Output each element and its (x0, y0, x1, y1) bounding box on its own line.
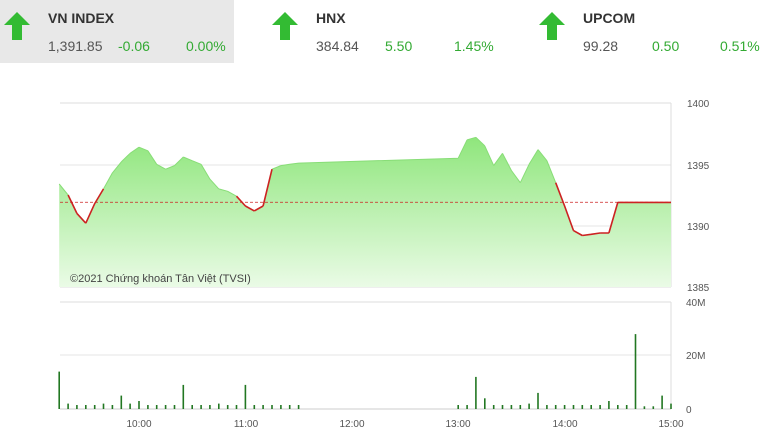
volume-bar (537, 392, 539, 409)
volume-bar (528, 403, 530, 409)
x-tick-label: 13:00 (445, 419, 470, 430)
volume-bar (599, 405, 601, 409)
volume-bar (200, 405, 202, 409)
volume-bar (563, 405, 566, 409)
volume-bar (457, 405, 459, 409)
volume-bar (111, 405, 114, 409)
y-tick-label: 0 (686, 405, 692, 416)
volume-bar (546, 405, 548, 409)
volume-bar (271, 405, 273, 409)
ticker-change: 5.50 (385, 38, 413, 54)
volume-bar (76, 405, 78, 409)
volume-bar (519, 405, 522, 409)
ticker-name: HNX (316, 10, 346, 26)
ticker-name: VN INDEX (48, 10, 115, 26)
volume-bar (173, 405, 176, 409)
volume-bar (164, 405, 167, 409)
volume-bar (590, 405, 592, 409)
volume-bar (102, 403, 105, 409)
ticker-name: UPCOM (583, 10, 636, 26)
ticker-upcom[interactable]: UPCOM 99.28 0.50 0.51% (535, 0, 767, 63)
volume-bar (581, 405, 584, 409)
volume-bar (492, 405, 495, 409)
volume-bar (634, 334, 637, 409)
y-tick-label: 1390 (687, 222, 710, 233)
volume-panel: 40M 20M 0 10:00 11:00 12:00 13:00 14:00 … (58, 298, 705, 430)
ticker-price: 99.28 (583, 38, 619, 54)
volume-bar (147, 405, 149, 409)
volume-bar (617, 405, 619, 409)
volume-bar (93, 405, 96, 409)
volume-bar (297, 405, 300, 409)
volume-bar (288, 405, 291, 409)
y-tick-label: 1395 (687, 161, 710, 172)
volume-bar (643, 406, 646, 409)
price-line-above (58, 136, 557, 197)
y-tick-label: 20M (686, 351, 705, 362)
ticker-price: 1,391.85 (48, 38, 103, 54)
volume-bar (244, 384, 247, 409)
volume-bar (554, 405, 557, 409)
volume-bar (572, 405, 575, 409)
volume-bar (661, 395, 663, 409)
x-tick-label: 10:00 (126, 419, 151, 430)
volume-bar (155, 405, 158, 409)
volume-bar (652, 406, 655, 409)
volume-bar (501, 405, 504, 409)
x-tick-label: 14:00 (552, 419, 577, 430)
volume-bar (120, 395, 123, 409)
up-arrow-icon (272, 12, 298, 40)
volume-bar (85, 405, 87, 409)
volume-bar (670, 403, 672, 409)
up-arrow-icon (4, 12, 30, 40)
price-area (59, 137, 671, 287)
volume-bar (280, 405, 282, 409)
volume-bar (58, 371, 60, 409)
y-tick-label: 1385 (687, 283, 710, 294)
volume-bar (484, 398, 486, 409)
price-panel: 1400 1395 1390 1385 ©2021 Chứng khoán Tâ… (58, 99, 710, 294)
y-tick-label: 1400 (687, 99, 710, 110)
volume-bar (466, 405, 468, 409)
x-tick-label: 11:00 (234, 419, 259, 430)
volume-bar (129, 403, 131, 409)
ticker-percent: 0.00% (186, 38, 226, 54)
volume-bar (608, 401, 610, 409)
ticker-percent: 1.45% (454, 38, 494, 54)
ticker-bar: VN INDEX 1,391.85 -0.06 0.00% HNX 384.84… (0, 0, 767, 63)
ticker-hnx[interactable]: HNX 384.84 5.50 1.45% (268, 0, 502, 63)
ticker-price: 384.84 (316, 38, 359, 54)
volume-bar (262, 405, 264, 409)
volume-bar (209, 405, 211, 409)
ticker-change: -0.06 (118, 38, 150, 54)
volume-bar (138, 401, 140, 409)
copyright-annotation: ©2021 Chứng khoán Tân Việt (TVSI) (70, 273, 251, 285)
y-tick-label: 40M (686, 298, 705, 309)
volume-bar (235, 405, 238, 409)
volume-bar (625, 405, 628, 409)
volume-bar (191, 405, 193, 409)
x-tick-label: 12:00 (339, 419, 364, 430)
volume-bars (58, 334, 672, 409)
volume-bar (253, 405, 256, 409)
ticker-percent: 0.51% (720, 38, 760, 54)
volume-bar (182, 384, 185, 409)
volume-bar (475, 376, 477, 409)
volume-bar (67, 403, 69, 409)
ticker-change: 0.50 (652, 38, 680, 54)
volume-bar (218, 403, 220, 409)
ticker-vnindex[interactable]: VN INDEX 1,391.85 -0.06 0.00% (0, 0, 234, 63)
volume-bar (510, 405, 513, 409)
x-tick-label: 15:00 (658, 419, 683, 430)
up-arrow-icon (539, 12, 565, 40)
volume-bar (226, 405, 229, 409)
